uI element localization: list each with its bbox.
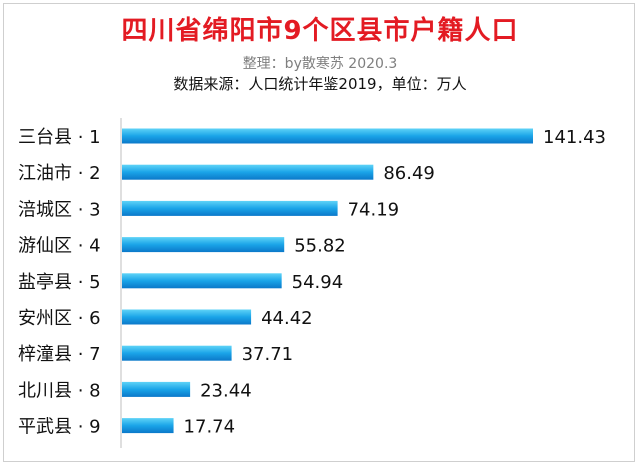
data-label: 17.74: [184, 417, 236, 438]
data-label: 74.19: [348, 199, 400, 220]
bar: [122, 237, 285, 253]
category-label: 江油市 · 2: [18, 163, 101, 184]
chart-subtitle: 整理：by散寒苏 2020.3: [242, 56, 398, 72]
bar: [122, 345, 232, 361]
data-label: 23.44: [200, 380, 252, 401]
bar: [122, 381, 191, 397]
bar: [122, 200, 338, 216]
bar: [122, 164, 374, 180]
category-label: 平武县 · 9: [18, 417, 101, 438]
category-label: 安州区 · 6: [18, 308, 101, 329]
chart-title: 四川省绵阳市9个区县市户籍人口: [121, 16, 519, 46]
category-label: 盐亭县 · 5: [18, 272, 101, 293]
data-label: 141.43: [543, 127, 606, 148]
category-label: 三台县 · 1: [18, 127, 101, 148]
category-label: 涪城区 · 3: [18, 199, 101, 220]
data-label: 86.49: [383, 163, 435, 184]
category-label: 北川县 · 8: [18, 380, 101, 401]
category-label: 游仙区 · 4: [18, 236, 101, 257]
data-label: 55.82: [294, 236, 346, 257]
data-label: 54.94: [292, 272, 344, 293]
chart-source-note: 数据来源：人口统计年鉴2019，单位：万人: [173, 75, 467, 93]
bar: [122, 418, 174, 434]
bar: [122, 273, 282, 289]
bar: [122, 128, 533, 144]
chart-frame: [3, 3, 635, 462]
data-label: 44.42: [261, 308, 313, 329]
bar: [122, 309, 252, 325]
category-label: 梓潼县 · 7: [18, 344, 101, 365]
data-label: 37.71: [242, 344, 294, 365]
